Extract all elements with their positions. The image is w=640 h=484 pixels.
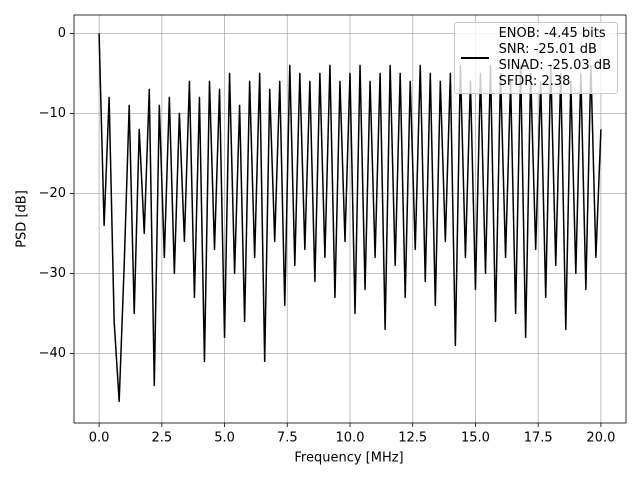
- y-axis-label: PSD [dB]: [15, 190, 30, 248]
- y-tick-label: −30: [39, 266, 66, 281]
- x-tick-label: 7.5: [277, 431, 298, 446]
- axes-frame: [73, 14, 627, 424]
- y-tick-label: 0: [58, 26, 66, 41]
- x-tick-label: 20.0: [586, 431, 615, 446]
- x-tick-label: 0.0: [89, 431, 110, 446]
- x-tick-label: 17.5: [524, 431, 553, 446]
- legend: ENOB: -4.45 bits SNR: -25.01 dB SINAD: -…: [453, 22, 618, 94]
- x-axis-label: Frequency [MHz]: [294, 451, 403, 466]
- y-tick-label: −40: [39, 346, 66, 361]
- x-tick-label: 15.0: [461, 431, 490, 446]
- legend-key: [460, 57, 489, 59]
- x-tick-label: 2.5: [151, 431, 172, 446]
- legend-label: ENOB: -4.45 bits SNR: -25.01 dB SINAD: -…: [498, 26, 611, 89]
- x-tick-label: 12.5: [398, 431, 427, 446]
- y-tick-label: −20: [39, 186, 66, 201]
- line-series: [98, 33, 602, 403]
- x-tick-label: 10.0: [336, 431, 365, 446]
- y-tick-label: −10: [39, 106, 66, 121]
- x-tick-label: 5.0: [214, 431, 235, 446]
